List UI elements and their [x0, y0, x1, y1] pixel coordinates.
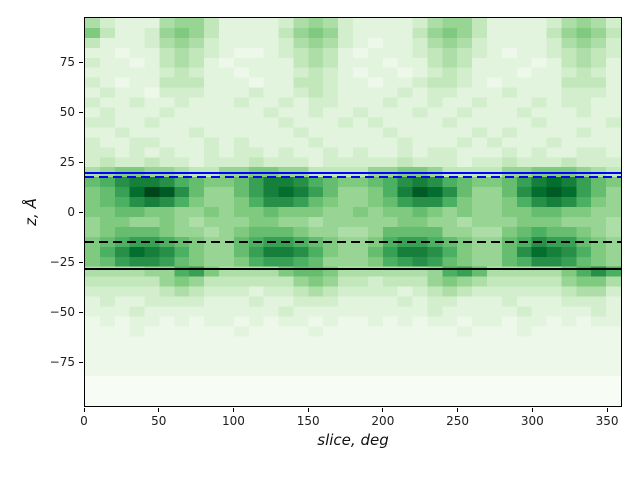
y-tick-label: 75 [59, 55, 75, 69]
y-tick [79, 261, 83, 263]
plot-area [84, 17, 622, 407]
y-tick [79, 361, 83, 363]
y-tick-label: 25 [59, 155, 75, 169]
x-tick-label: 200 [371, 414, 395, 428]
y-tick [79, 161, 83, 163]
x-tick-label: 0 [80, 414, 88, 428]
y-tick [79, 311, 83, 313]
y-tick-label: 50 [59, 105, 75, 119]
x-tick [382, 408, 384, 412]
y-tick-label: −75 [49, 355, 75, 369]
x-tick-label: 50 [151, 414, 167, 428]
x-tick [83, 408, 85, 412]
y-tick-label: −50 [49, 305, 75, 319]
x-tick [232, 408, 234, 412]
x-tick [457, 408, 459, 412]
x-tick-label: 300 [520, 414, 544, 428]
heatmap-canvas [85, 18, 621, 406]
y-tick-label: −25 [49, 255, 75, 269]
x-tick [307, 408, 309, 412]
x-tick-label: 150 [296, 414, 320, 428]
x-tick-label: 250 [446, 414, 470, 428]
y-tick [79, 111, 83, 113]
y-tick [79, 61, 83, 63]
x-axis-label: slice, deg [317, 431, 389, 449]
x-tick-label: 350 [595, 414, 619, 428]
y-tick-label: 0 [67, 205, 75, 219]
x-tick [531, 408, 533, 412]
x-tick [606, 408, 608, 412]
x-tick-label: 100 [221, 414, 245, 428]
x-tick [158, 408, 160, 412]
y-tick [79, 211, 83, 213]
